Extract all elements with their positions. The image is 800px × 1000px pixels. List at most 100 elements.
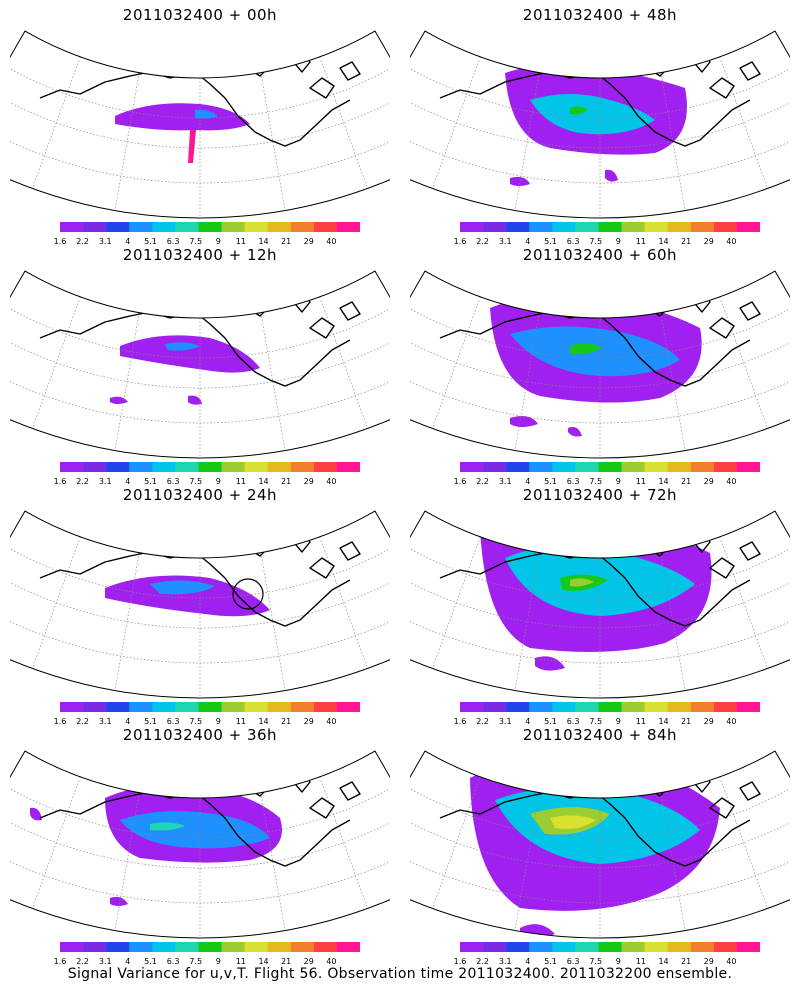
colorbar-tick-label: 1.6 [53,717,67,726]
colorbar-tick-label: 9 [215,957,221,966]
colorbar-tick-label: 21 [281,477,292,486]
variance-field [510,416,538,427]
panel-12h: 2011032400 + 12h 1.6 2.2 3.1 4 5.1 6.3 7.5 9 11 1… [0,240,400,490]
panel-48h: 2011032400 + 48h 1.6 2.2 3.1 4 5.1 6.3 7.5 9 11 1… [400,0,800,250]
colorbar-swatch [736,462,760,472]
colorbar-swatch [313,462,338,472]
colorbar-swatch [690,222,715,232]
colorbar-tick-label: 1.6 [53,477,67,486]
map-plot [410,510,790,699]
colorbar-tick-label: 6.3 [566,717,580,726]
colorbar-tick-label: 5.1 [544,957,557,966]
graticule-parallel [10,601,390,664]
coastline [219,35,273,77]
colorbar-swatch [483,702,507,712]
graticule-parallel [10,361,390,424]
map-plot [10,510,390,699]
colorbar-tick-label: 9 [615,957,621,966]
colorbar-tick-label: 11 [635,717,647,726]
colorbar-swatch [129,942,153,952]
colorbar-tick-label: 6.3 [566,477,580,486]
colorbar-tick-label: 21 [681,717,692,726]
colorbar [460,222,760,232]
graticule-meridian [114,552,140,691]
colorbar-swatch [552,942,576,952]
panel-title: 2011032400 + 72h [522,486,678,504]
colorbar-tick-label: 5.1 [144,717,157,726]
colorbar-tick-label: 7.5 [189,237,203,246]
colorbar-tick-label: 29 [303,477,314,486]
coastline [739,781,761,801]
graticule-parallel [410,361,790,424]
variance-field [150,822,185,831]
colorbar-labels: 1.6 2.2 3.1 4 5.1 6.3 7.5 9 11 14 21 29 40 [454,717,766,729]
graticule-meridian [432,536,481,669]
coastline [39,551,351,627]
colorbar-swatch [483,942,507,952]
coastline [709,77,735,99]
colorbar-swatch [552,222,576,232]
coastline [739,61,761,81]
coastline [739,541,761,561]
colorbar-swatch [83,222,107,232]
colorbar-swatch [713,702,738,712]
colorbar-tick-label: 6.3 [166,717,180,726]
coastline [619,275,673,317]
graticule-meridian [514,312,540,451]
coastline [339,781,361,801]
colorbar-swatch [506,462,530,472]
graticule-meridian [32,776,81,909]
coastline [439,551,751,627]
colorbar-tick-label: 14 [658,957,669,966]
variance-field [195,109,218,119]
colorbar [60,942,360,952]
graticule-meridian [432,296,481,429]
coastline [619,35,673,77]
colorbar-tick-label: 4 [125,717,131,726]
colorbar-tick-label: 9 [215,237,221,246]
colorbar-swatch [221,222,245,232]
panel-72h: 2011032400 + 72h 1.6 2.2 3.1 4 5.1 6.3 7.5 9 11 1… [400,480,800,730]
variance-field [160,47,172,60]
coastline [39,311,351,387]
panel-36h: 2011032400 + 36h 1.6 2.2 3.1 4 5.1 6.3 7.5 9 11 1… [0,720,400,970]
variance-field [115,103,250,131]
variance-field [120,335,260,373]
colorbar-swatch [198,702,222,712]
colorbar-tick-label: 29 [703,957,714,966]
colorbar-tick-label: 4 [125,237,131,246]
colorbar-tick-label: 5.1 [544,237,557,246]
observation-circle [232,578,264,610]
colorbar-swatch [336,222,360,232]
graticule-meridian [514,792,540,931]
coastline [577,45,593,65]
colorbar-tick-label: 3.1 [98,957,112,966]
colorbar-tick-label: 2.2 [476,477,489,486]
colorbar-tick-label: 14 [658,717,669,726]
variance-field [188,395,202,405]
coastline [39,71,351,147]
colorbar-tick-label: 40 [326,957,337,966]
colorbar-swatch [575,462,599,472]
graticule-parallel [10,841,390,904]
map-frame [10,30,390,219]
colorbar-swatch [460,942,484,952]
colorbar-swatch [529,222,553,232]
colorbar-tick-label: 11 [635,477,647,486]
panel-title: 2011032400 + 24h [122,486,278,504]
colorbar-swatch [644,222,668,232]
graticule-meridian [719,56,768,189]
colorbar-swatch [667,942,692,952]
colorbar-tick-label: 2.2 [76,957,89,966]
colorbar-tick-label: 2.2 [76,717,89,726]
colorbar-swatch [106,222,130,232]
colorbar-tick-label: 2.2 [476,717,489,726]
map-plot [10,30,390,219]
colorbar-swatch [506,222,530,232]
map-plot [410,30,790,219]
colorbar-swatch [506,702,530,712]
colorbar-swatch [221,462,245,472]
map-plot [410,750,790,939]
colorbar-swatch [506,942,530,952]
colorbar-swatch [152,462,176,472]
